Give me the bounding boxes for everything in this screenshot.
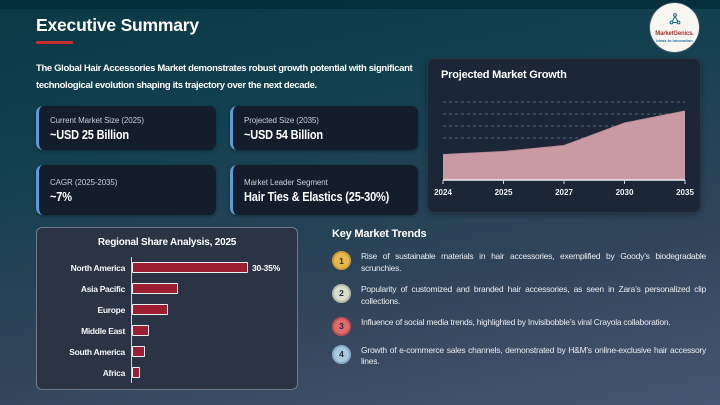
growth-area-chart: 2024 2025 2027 2030 2035: [434, 90, 694, 207]
bar-track: [131, 278, 289, 299]
region-label: North America: [70, 262, 126, 273]
regional-bar-row: North America 30-35%: [49, 257, 289, 278]
growth-chart-title: Projected Market Growth: [441, 69, 567, 81]
stat-value: ~USD 54 Billion: [244, 127, 323, 142]
svg-text:2025: 2025: [495, 188, 513, 197]
region-label: Europe: [97, 304, 126, 315]
stat-label: CAGR (2025-2035): [50, 177, 118, 187]
svg-text:2030: 2030: [616, 188, 634, 197]
region-bar: [132, 283, 179, 294]
trend-text: Influence of social media trends, highli…: [361, 316, 671, 327]
region-label: Africa: [102, 367, 126, 378]
stat-label: Current Market Size (2025): [50, 115, 144, 125]
page-title: Executive Summary: [36, 15, 199, 35]
molecule-icon: [669, 12, 681, 30]
intro-paragraph: The Global Hair Accessories Market demon…: [36, 63, 413, 92]
regional-bar-row: Asia Pacific: [49, 278, 289, 299]
region-bar: [132, 346, 145, 357]
bar-track: [131, 299, 289, 320]
title-underline: [36, 41, 73, 44]
stat-label: Projected Size (2035): [244, 115, 319, 125]
stat-label: Market Leader Segment: [244, 177, 328, 187]
bar-track: [131, 341, 289, 362]
svg-text:2027: 2027: [555, 188, 573, 197]
region-label: South America: [69, 346, 125, 357]
trend-number-badge: 3: [332, 316, 351, 336]
key-market-trends: Key Market Trends 1 Rise of sustainable …: [332, 228, 706, 377]
trend-text: Popularity of customized and branded hai…: [361, 283, 706, 306]
regional-bar-chart: North America 30-35% Asia Pacific Europe Mid…: [37, 255, 297, 383]
regional-share-panel: Regional Share Analysis, 2025 North Amer…: [36, 227, 298, 390]
marketgenics-logo: MarketGenics. Ideas to Innovation: [650, 3, 699, 52]
trend-item: 3 Influence of social media trends, high…: [332, 316, 706, 336]
trend-item: 4 Growth of e-commerce sales channels, d…: [332, 344, 706, 369]
region-bar: [132, 367, 140, 378]
stat-value: ~USD 25 Billion: [50, 127, 129, 142]
svg-text:2024: 2024: [434, 188, 452, 197]
bar-track: [131, 320, 289, 341]
stat-value: ~7%: [50, 189, 72, 204]
bar-value-label: 30-35%: [251, 262, 281, 273]
stat-cards-grid: Current Market Size (2025) ~USD 25 Billi…: [36, 106, 418, 215]
stat-value: Hair Ties & Elastics (25-30%): [244, 189, 390, 204]
trend-text: Rise of sustainable materials in hair ac…: [361, 251, 706, 273]
bar-track: [131, 362, 289, 383]
trends-heading: Key Market Trends: [332, 228, 427, 240]
region-label: Asia Pacific: [80, 283, 125, 294]
regional-bar-row: South America: [49, 341, 289, 362]
trend-number-badge: 4: [332, 344, 351, 364]
region-bar: [132, 304, 168, 315]
logo-tagline: Ideas to Innovation: [656, 38, 693, 43]
trend-text: Growth of e-commerce sales channels, dem…: [361, 344, 706, 367]
stat-card-current-size: Current Market Size (2025) ~USD 25 Billi…: [36, 106, 216, 150]
title-block: Executive Summary: [36, 15, 199, 44]
region-bar: [132, 325, 149, 336]
bar-track: 30-35%: [131, 257, 289, 278]
region-label: Middle East: [81, 325, 125, 336]
trend-item: 2 Popularity of customized and branded h…: [332, 283, 706, 308]
svg-text:2035: 2035: [676, 188, 694, 197]
top-strip: [0, 0, 720, 9]
regional-chart-title: Regional Share Analysis, 2025: [97, 237, 237, 248]
trend-number-badge: 2: [332, 283, 351, 303]
trend-number-badge: 1: [332, 251, 351, 270]
stat-card-projected-size: Projected Size (2035) ~USD 54 Billion: [230, 106, 418, 150]
logo-name: MarketGenics.: [655, 31, 694, 37]
trend-item: 1 Rise of sustainable materials in hair …: [332, 251, 706, 275]
regional-bar-row: Middle East: [49, 320, 289, 341]
regional-bar-row: Europe: [49, 299, 289, 320]
stat-card-cagr: CAGR (2025-2035) ~7%: [36, 165, 216, 215]
regional-bar-row: Africa: [49, 362, 289, 383]
stat-card-leader-segment: Market Leader Segment Hair Ties & Elasti…: [230, 165, 418, 215]
projected-market-growth-panel: Projected Market Growth 2024 2025 2027 2030…: [427, 58, 701, 213]
region-bar: [132, 262, 248, 273]
